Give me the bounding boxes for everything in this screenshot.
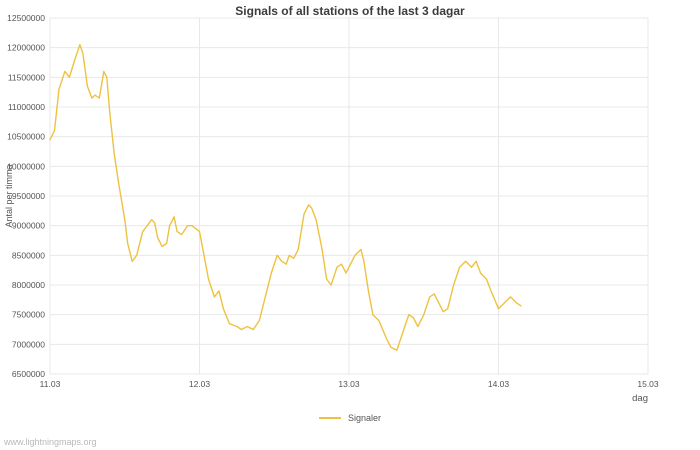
svg-text:dag: dag [632,393,648,404]
chart-title: Signals of all stations of the last 3 da… [235,4,465,18]
svg-text:8500000: 8500000 [12,250,45,260]
svg-text:14.03: 14.03 [488,379,510,389]
svg-text:10000000: 10000000 [7,161,45,171]
svg-text:13.03: 13.03 [338,379,360,389]
line-chart-svg: 6500000 7000000 7500000 8000000 8500000 90000… [4,13,659,404]
svg-text:11500000: 11500000 [8,72,45,82]
svg-text:9500000: 9500000 [12,191,45,201]
svg-text:12.03: 12.03 [189,379,211,389]
svg-text:7000000: 7000000 [12,339,45,349]
svg-text:8000000: 8000000 [12,280,45,290]
chart-legend: Signaler [0,413,700,423]
svg-text:11.03: 11.03 [40,379,61,389]
svg-text:12000000: 12000000 [7,43,45,53]
svg-text:7500000: 7500000 [12,310,45,320]
svg-text:9000000: 9000000 [12,221,45,231]
svg-text:Antal per timma: Antal per timma [4,164,14,227]
svg-text:10500000: 10500000 [7,132,45,142]
svg-text:11000000: 11000000 [8,102,45,112]
legend-label: Signaler [347,413,382,423]
svg-text:6500000: 6500000 [12,369,45,379]
svg-text:15.03: 15.03 [637,379,659,389]
watermark-text: www.lightningmaps.org [4,437,97,447]
legend-line-icon [318,417,341,419]
svg-text:12500000: 12500000 [7,13,45,23]
